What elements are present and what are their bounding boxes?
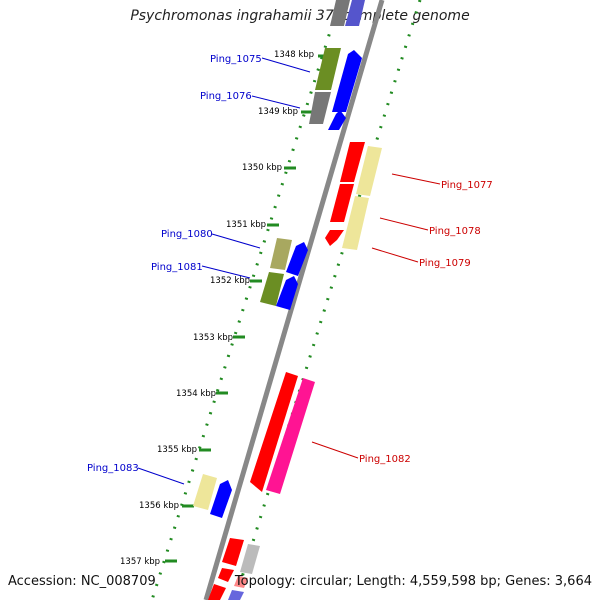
leader-ping-1075 [261,57,311,73]
gene-block-bottom-gray [240,544,260,574]
gene-block-bottom-blue [228,590,244,600]
gene-ping-1077-red [340,142,365,182]
map-title: Psychromonas ingrahamii 37, complete gen… [130,8,470,24]
gene-ping-1076-gray [309,92,331,124]
gene-label-ping-1079[interactable]: Ping_1079 [419,258,471,269]
gene-block-bottom-red3 [208,584,226,600]
gene-ping-1075-blue [332,50,362,112]
gene-ping-1079-red [325,230,344,246]
kbp-label: 1356 kbp [139,501,179,511]
gene-label-ping-1077[interactable]: Ping_1077 [441,180,493,191]
gene-ping-1078-khaki [342,196,369,250]
gene-ping-1082-pink [266,378,315,494]
leader-ping-1081 [201,265,251,279]
gene-label-ping-1076[interactable]: Ping_1076 [200,91,252,102]
gene-block-top-purple [345,0,365,26]
gene-ping-1081-olive [260,272,284,306]
kbp-label: 1355 kbp [157,445,197,455]
gene-block-bottom-red2 [218,568,234,582]
kbp-label: 1354 kbp [176,389,216,399]
genome-backbone [203,0,385,600]
gene-ping-1081-blue [276,276,298,310]
gene-ping-1077-khaki [356,146,382,196]
gene-label-ping-1075[interactable]: Ping_1075 [210,54,262,65]
kbp-ticks [165,54,330,563]
gene-ping-1080-olive [270,238,292,270]
gene-block-top-gray [330,0,350,26]
gene-ping-1075-olive [315,48,341,90]
kbp-label: 1357 kbp [120,557,160,567]
gene-ping-1083-blue [210,480,232,518]
gene-label-ping-1080[interactable]: Ping_1080 [161,229,213,240]
topology-text: Topology: circular; Length: 4,559,598 bp… [234,574,592,589]
gene-ping-1080-blue [286,242,308,276]
kbp-label: 1349 kbp [258,107,298,117]
gene-block-bottom-pink [234,576,248,588]
gene-label-ping-1083[interactable]: Ping_1083 [87,463,139,474]
gene-ping-1078-red [330,184,354,222]
kbp-label: 1352 kbp [210,276,250,286]
leader-ping-1076 [251,95,301,109]
leader-ping-1083 [137,467,185,485]
gene-ping-1082-red [250,372,298,492]
leader-ping-1078 [379,217,429,231]
gene-label-ping-1082[interactable]: Ping_1082 [359,454,411,465]
left-dotted-lane [150,0,342,600]
gene-ping-1076-blue [328,110,346,130]
accession-text: Accession: NC_008709 [8,574,156,589]
kbp-label: 1350 kbp [242,163,282,173]
gene-label-ping-1078[interactable]: Ping_1078 [429,226,481,237]
leader-ping-1079 [371,247,419,263]
kbp-label: 1353 kbp [193,333,233,343]
gene-ping-1083-khaki [193,474,217,510]
leader-ping-1082 [311,441,359,459]
gene-label-ping-1081[interactable]: Ping_1081 [151,262,203,273]
right-dotted-lane [233,0,422,600]
leader-ping-1077 [391,173,441,185]
leader-ping-1080 [211,233,261,249]
gene-block-bottom-red [222,538,244,566]
kbp-label: 1348 kbp [274,50,314,60]
kbp-label: 1351 kbp [226,220,266,230]
